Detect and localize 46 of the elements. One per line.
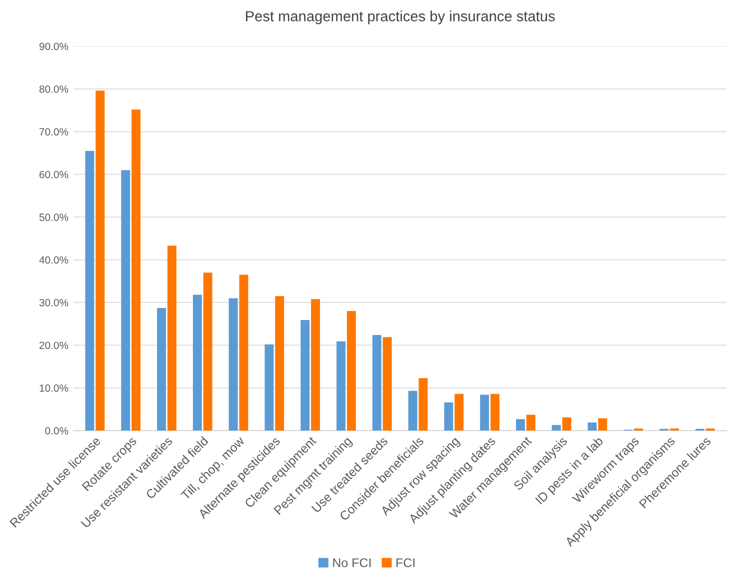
chart-title: Pest management practices by insurance status	[246, 10, 555, 24]
bar	[418, 378, 428, 431]
y-tick-label: 10.0%	[40, 384, 68, 392]
bar	[228, 298, 238, 431]
bar	[454, 394, 464, 431]
bar	[300, 320, 310, 431]
y-tick-label: 0.0%	[45, 427, 68, 434]
bar	[275, 296, 284, 431]
bar	[203, 272, 212, 431]
bar	[516, 419, 525, 431]
y-tick-label: 90.0%	[39, 42, 68, 50]
bar	[132, 109, 141, 431]
y-tick-label: 20.0%	[40, 342, 68, 350]
y-tick-label: 80.0%	[39, 85, 68, 93]
bar	[167, 246, 176, 431]
y-tick-label: 60.0%	[40, 170, 68, 178]
bar	[192, 294, 202, 431]
bar	[372, 334, 382, 431]
y-tick-label: 70.0%	[40, 128, 68, 136]
bar	[490, 394, 500, 431]
legend-label: No FCI	[333, 558, 371, 568]
bar	[346, 311, 356, 431]
bar	[121, 170, 130, 431]
bar	[562, 417, 572, 431]
bar	[408, 390, 418, 431]
bar	[239, 274, 248, 431]
legend-label: FCI	[396, 558, 414, 568]
y-tick-label: 50.0%	[39, 214, 68, 221]
bar	[264, 344, 274, 431]
bar	[598, 418, 608, 431]
bar	[634, 428, 644, 431]
y-tick-label: 30.0%	[39, 298, 68, 306]
bar	[480, 394, 490, 431]
bar	[670, 428, 679, 431]
bar	[552, 425, 561, 431]
bar	[706, 428, 715, 431]
bar	[526, 414, 536, 431]
bar	[588, 422, 597, 431]
bar	[85, 150, 94, 431]
bar	[157, 308, 166, 431]
bar	[336, 341, 346, 431]
bar	[382, 337, 392, 431]
bar	[444, 402, 454, 431]
bar	[96, 90, 105, 431]
bar	[311, 299, 320, 431]
y-tick-label: 40.0%	[39, 256, 68, 264]
